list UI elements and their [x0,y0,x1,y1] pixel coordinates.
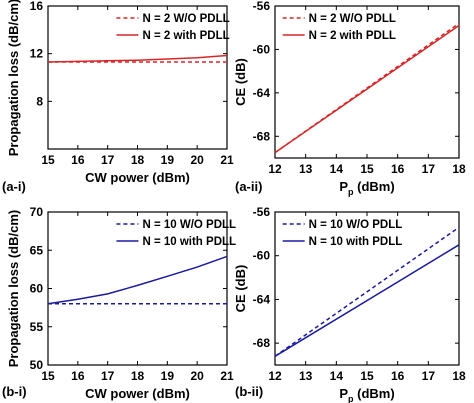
y-axis-label: CE (dB) [233,58,248,106]
x-tick-label: 19 [161,369,175,383]
y-tick-label: 12 [30,47,44,61]
x-tick-label: 18 [452,162,466,176]
y-axis-label: Propagation loss (dB/cm) [6,210,21,367]
series-line-with-pdll [274,244,460,357]
plot-frame [274,211,460,366]
y-tick-label: -68 [253,336,271,350]
x-tick-label: 17 [422,162,436,176]
x-tick-label: 14 [330,162,344,176]
legend-label: N = 2 with PDLL [142,30,229,42]
y-tick-label: 65 [30,243,44,257]
legend-label: N = 10 with PDLL [142,236,236,248]
legend-label: N = 10 with PDLL [309,236,403,248]
plot-frame [47,211,228,366]
panel-b-ii: 12 13 14 15 16 17 18 -56 -60 -64 -68 N = 10 W/O PDL… [233,205,466,403]
x-tick-label: 12 [268,369,282,383]
x-tick-label: 21 [220,153,234,167]
y-tick-label: 70 [30,205,44,219]
y-tick-label: 60 [30,282,44,296]
x-tick-label: 16 [71,153,85,167]
x-tick-label: 13 [299,162,313,176]
x-tick-label: 17 [101,369,115,383]
x-tick-label: 16 [391,369,405,383]
x-axis-label: CW power (dBm) [85,386,190,401]
series-line-with-pdll [274,24,460,154]
y-tick-label: -60 [253,42,271,56]
y-tick-label: 50 [30,358,44,372]
panel-a-ii: 12 13 14 15 16 17 18 -56 -60 -64 -68 N = 2 W/O PDLL… [233,0,466,197]
x-tick-label: 18 [131,369,145,383]
x-tick-label: 12 [268,162,282,176]
panel-tag: (b-ii) [235,384,263,399]
series-line-with-pdll [47,54,228,63]
panel-tag: (a-i) [2,179,26,194]
x-tick-label: 16 [391,162,405,176]
y-tick-label: -64 [253,86,271,100]
legend-label: N = 10 W/O PDLL [142,219,236,231]
y-tick-label: -56 [253,0,271,13]
legend-label: N = 2 W/O PDLL [142,13,229,25]
series-line-without-pdll [274,226,460,357]
plot-frame [47,5,228,150]
plot-frame [274,5,460,159]
panel-a-i: 15 16 17 18 19 20 21 8 12 16 N = 2 W/O PDLL N = 2 w… [2,0,234,194]
panel-tag: (a-ii) [235,179,262,194]
y-tick-label: 16 [30,0,44,13]
legend-label: N = 2 W/O PDLL [309,13,396,25]
x-tick-label: 19 [161,153,175,167]
x-axis-label: CW power (dBm) [85,170,190,185]
y-axis-label: Propagation loss (dB/cm) [6,0,21,156]
x-tick-label: 13 [299,369,313,383]
y-axis-label: CE (dB) [233,265,248,313]
legend-label: N = 10 W/O PDLL [309,219,403,231]
y-tick-label: -56 [253,205,271,219]
x-axis-label: Pp (dBm) [339,179,394,197]
x-tick-label: 18 [131,153,145,167]
series-line-with-pdll [47,255,228,305]
x-tick-label: 18 [452,369,466,383]
x-tick-label: 17 [422,369,436,383]
y-tick-label: 55 [30,320,44,334]
x-tick-label: 15 [41,369,55,383]
x-tick-label: 15 [360,162,374,176]
y-tick-label: -68 [253,129,271,143]
panel-tag: (b-i) [2,384,27,399]
x-tick-label: 17 [101,153,115,167]
panel-b-i: 15 16 17 18 19 20 21 50 55 60 65 70 N = 10 W/O PDLL N… [2,205,236,401]
legend-label: N = 2 with PDLL [309,30,396,42]
y-tick-label: -60 [253,249,271,263]
x-tick-label: 15 [41,153,55,167]
y-tick-label: -64 [253,292,271,306]
x-tick-label: 20 [190,369,204,383]
x-tick-label: 21 [220,369,234,383]
x-tick-label: 16 [71,369,85,383]
y-tick-label: 8 [36,94,43,108]
x-tick-label: 14 [330,369,344,383]
x-axis-label: Pp (dBm) [339,386,394,403]
x-tick-label: 20 [190,153,204,167]
x-tick-label: 15 [360,369,374,383]
